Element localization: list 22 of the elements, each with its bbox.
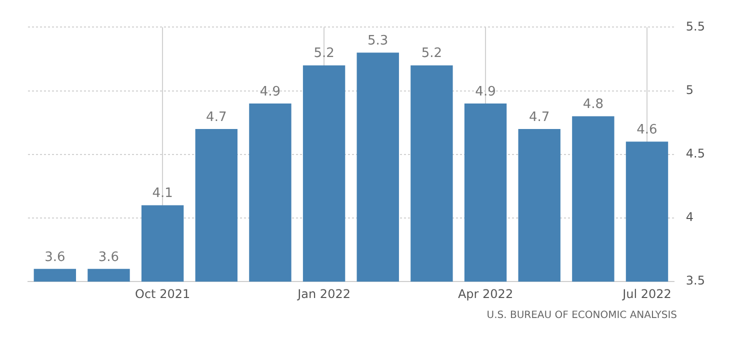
- data-label: 5.2: [314, 46, 334, 62]
- y-tick-label: 4: [686, 210, 694, 224]
- data-label: 4.7: [529, 110, 550, 125]
- data-label: 4.1: [152, 186, 173, 202]
- data-label: 4.8: [582, 97, 604, 112]
- x-tick-label: Oct 2021: [135, 286, 190, 301]
- y-tick-label: 5.5: [686, 19, 706, 34]
- data-label: 4.9: [475, 84, 496, 100]
- data-label: 3.6: [98, 250, 120, 265]
- data-label: 5.3: [368, 34, 388, 49]
- y-tick-label: 3.5: [686, 274, 706, 288]
- x-tick-label: Jan 2022: [296, 286, 350, 301]
- data-label: 4.9: [260, 84, 281, 100]
- x-tick-label: Jul 2022: [622, 286, 672, 301]
- data-label: 3.6: [44, 250, 66, 265]
- x-tick-label: Apr 2022: [458, 286, 514, 301]
- data-label: 5.2: [421, 46, 442, 62]
- y-tick-label: 4.5: [686, 146, 706, 161]
- data-label: 4.7: [206, 110, 227, 125]
- data-label: 4.6: [636, 122, 658, 138]
- y-tick-label: 5: [686, 82, 694, 97]
- text: U.S. BUREAU OF ECONOMIC ANALYSIS: [486, 310, 678, 321]
